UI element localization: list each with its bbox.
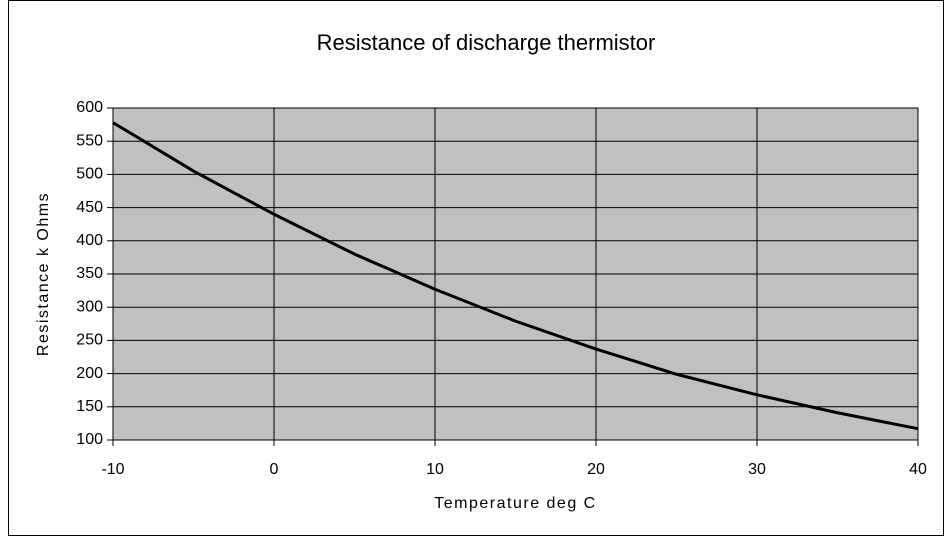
y-tick-label: 350 bbox=[76, 265, 103, 282]
y-tick-label: 550 bbox=[76, 132, 103, 149]
y-tick-label: 250 bbox=[76, 332, 103, 349]
y-tick-label: 400 bbox=[76, 232, 103, 249]
y-tick-label: 500 bbox=[76, 166, 103, 183]
y-tick-label: 100 bbox=[76, 431, 103, 448]
x-tick-label: 0 bbox=[270, 461, 279, 478]
y-tick-label: 600 bbox=[76, 99, 103, 116]
chart-title: Resistance of discharge thermistor bbox=[317, 30, 656, 55]
y-tick-label: 200 bbox=[76, 365, 103, 382]
x-tick-label: 40 bbox=[909, 461, 927, 478]
x-axis-label: Temperature deg C bbox=[434, 495, 596, 512]
y-tick-label: 450 bbox=[76, 199, 103, 216]
y-axis-label: Resistance k Ohms bbox=[35, 192, 52, 356]
x-tick-label: 30 bbox=[748, 461, 766, 478]
x-tick-label: 10 bbox=[426, 461, 444, 478]
x-tick-label: -10 bbox=[101, 461, 124, 478]
line-series bbox=[112, 121, 919, 431]
x-tick-label: 20 bbox=[587, 461, 605, 478]
y-tick-label: 300 bbox=[76, 298, 103, 315]
y-tick-label: 150 bbox=[76, 398, 103, 415]
